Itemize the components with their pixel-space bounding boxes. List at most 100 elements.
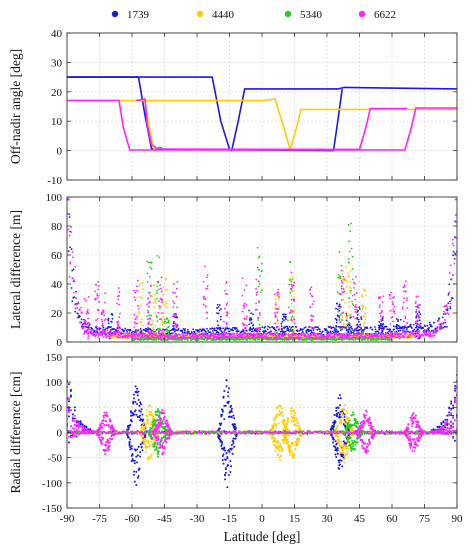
data-point xyxy=(416,314,419,316)
data-point xyxy=(114,334,116,336)
data-point xyxy=(373,332,376,335)
data-point xyxy=(161,336,164,339)
data-point xyxy=(88,328,91,331)
data-point xyxy=(345,323,348,326)
data-point xyxy=(302,328,304,331)
data-point xyxy=(333,414,336,417)
data-point xyxy=(216,307,218,309)
data-point xyxy=(139,455,142,458)
data-point xyxy=(213,327,216,330)
data-point xyxy=(391,330,393,333)
data-point xyxy=(342,311,345,314)
data-point xyxy=(445,304,448,307)
data-point xyxy=(357,318,360,321)
data-point xyxy=(397,329,400,332)
data-point xyxy=(158,329,161,332)
data-point xyxy=(339,293,342,296)
data-point xyxy=(74,310,76,313)
data-point xyxy=(154,324,157,327)
data-point xyxy=(131,414,134,417)
data-point xyxy=(136,476,139,479)
data-point xyxy=(228,327,231,330)
data-point xyxy=(276,319,279,322)
legend-marker-4440 xyxy=(196,10,204,18)
data-point xyxy=(92,329,95,332)
data-point xyxy=(173,283,175,285)
data-point xyxy=(257,285,260,288)
data-point xyxy=(187,328,189,331)
data-point xyxy=(80,326,83,329)
data-point xyxy=(139,443,142,446)
data-point xyxy=(148,305,150,308)
data-point xyxy=(342,269,345,272)
data-point xyxy=(204,335,207,338)
data-point xyxy=(87,337,89,340)
data-point xyxy=(335,321,338,324)
data-point xyxy=(113,336,116,339)
data-point xyxy=(378,321,381,323)
data-point xyxy=(176,325,179,328)
data-point xyxy=(276,330,279,333)
data-point xyxy=(224,458,227,461)
data-point xyxy=(206,311,209,314)
data-point xyxy=(335,455,338,458)
data-point xyxy=(378,327,381,330)
data-point xyxy=(127,335,130,338)
data-point xyxy=(408,336,411,339)
data-point xyxy=(350,222,352,225)
data-point xyxy=(334,330,337,333)
data-point xyxy=(74,265,77,268)
data-point xyxy=(127,334,130,336)
data-point xyxy=(266,335,268,338)
data-point xyxy=(450,414,453,417)
data-point xyxy=(206,327,208,330)
data-point xyxy=(133,313,136,316)
data-point xyxy=(224,404,227,407)
data-point xyxy=(374,335,377,338)
data-point xyxy=(218,427,221,430)
data-point xyxy=(346,314,349,317)
data-point xyxy=(342,323,345,326)
data-point xyxy=(136,415,139,418)
data-point xyxy=(337,459,340,462)
data-point xyxy=(197,339,200,341)
data-point xyxy=(318,333,321,336)
data-point xyxy=(136,448,139,451)
data-point xyxy=(364,290,366,292)
data-point xyxy=(163,331,166,334)
data-point xyxy=(378,335,381,337)
data-point xyxy=(218,304,221,306)
data-point xyxy=(287,334,290,337)
data-point xyxy=(222,336,225,339)
data-point xyxy=(356,318,359,320)
data-point xyxy=(309,288,312,291)
data-point xyxy=(346,317,348,320)
data-point xyxy=(274,295,277,297)
data-point xyxy=(130,447,133,450)
data-point xyxy=(149,328,152,331)
data-point xyxy=(95,334,98,337)
data-point xyxy=(418,315,421,318)
data-point xyxy=(338,309,341,312)
data-point xyxy=(108,335,111,338)
data-point xyxy=(165,299,167,302)
legend-label-6622: 6622 xyxy=(374,9,396,21)
data-point xyxy=(241,277,244,280)
data-point xyxy=(169,334,172,337)
data-point xyxy=(265,338,267,341)
data-point xyxy=(454,214,457,216)
data-point xyxy=(140,445,143,448)
data-point xyxy=(165,306,168,309)
data-point xyxy=(139,410,142,413)
data-point xyxy=(363,322,365,324)
data-point xyxy=(404,333,406,336)
data-point xyxy=(234,426,237,429)
data-point xyxy=(141,330,144,333)
data-point xyxy=(421,333,424,336)
data-point xyxy=(403,297,405,300)
data-point xyxy=(437,330,439,332)
data-point xyxy=(97,288,99,291)
data-point xyxy=(133,480,136,483)
data-point xyxy=(334,317,337,320)
data-point xyxy=(133,413,136,416)
